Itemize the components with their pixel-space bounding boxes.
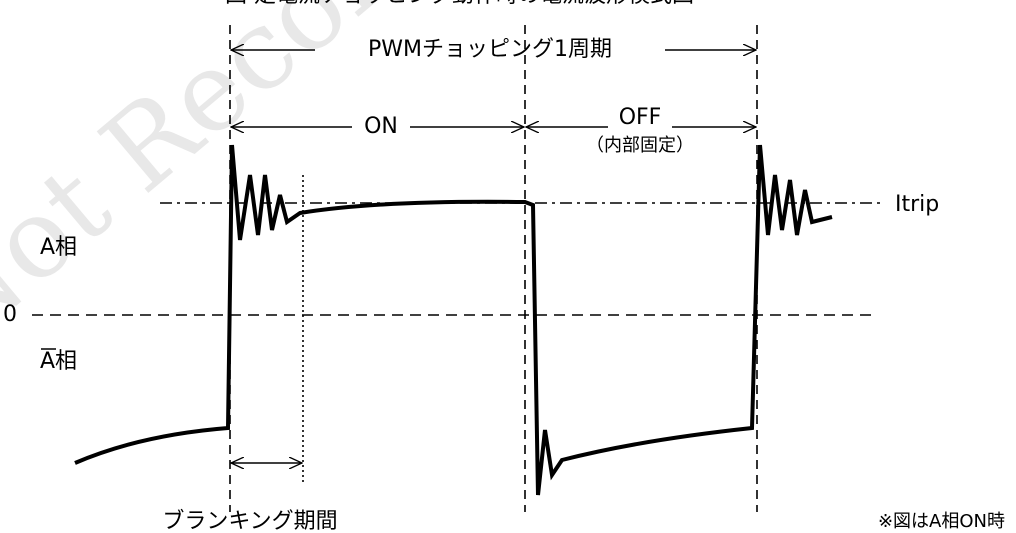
blanking-label: ブランキング期間 xyxy=(162,509,337,533)
phase-a-bar-label: A相 xyxy=(40,349,77,374)
title: 図 定電流チョッピング動作時の電流波形模式図 xyxy=(225,0,694,8)
arrows xyxy=(231,50,756,463)
itrip-label: Itrip xyxy=(895,192,939,217)
zero-label: 0 xyxy=(3,302,17,327)
waveform xyxy=(74,144,833,496)
on-label: ON xyxy=(364,114,398,139)
phase-a-label: A相 xyxy=(40,235,77,260)
off-note: （内部固定） xyxy=(586,135,694,156)
off-label: OFF xyxy=(619,105,662,130)
note: ※図はA相ON時 xyxy=(878,511,1005,532)
period-label: PWMチョッピング1周期 xyxy=(368,37,612,62)
